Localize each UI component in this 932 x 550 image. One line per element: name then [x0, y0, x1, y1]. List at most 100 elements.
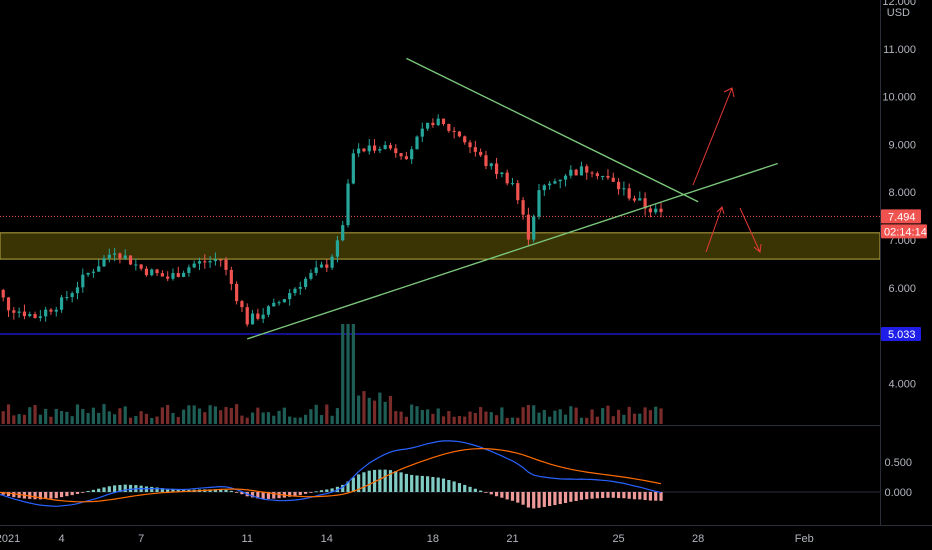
volume-bar — [590, 409, 594, 424]
svg-text:5.033: 5.033 — [888, 329, 916, 341]
candle-body — [293, 288, 297, 294]
volume-bar — [431, 413, 435, 424]
macd-hist-bar — [542, 492, 546, 507]
bounce-up-arrow[interactable] — [705, 206, 725, 253]
macd-hist-bar — [574, 492, 578, 501]
macd-hist-bar — [38, 492, 42, 500]
candle-body — [81, 274, 85, 288]
macd-hist-bar — [6, 492, 11, 497]
macd-hist-bar — [548, 492, 552, 507]
macd-hist-bar — [558, 492, 562, 505]
time-tick-label: Feb — [795, 533, 814, 545]
macd-hist-bar — [12, 492, 16, 498]
demand-zone[interactable] — [0, 232, 881, 260]
candle-body — [500, 172, 504, 175]
volume-bar — [341, 324, 345, 424]
macd-hist-bar — [351, 477, 355, 492]
macd-hist-bar — [632, 492, 637, 500]
candle-body — [298, 286, 302, 289]
lower-trendline[interactable] — [247, 162, 778, 340]
macd-hist-bar — [303, 492, 308, 494]
volume-bar — [309, 409, 313, 424]
volume-bar — [261, 412, 265, 424]
macd-hist-bar — [436, 477, 440, 492]
svg-text:02:14:14: 02:14:14 — [884, 226, 927, 238]
macd-hist-bar — [590, 492, 594, 499]
volume-bar — [176, 417, 180, 424]
candle-body — [654, 208, 658, 213]
macd-hist-bar — [505, 492, 509, 500]
volume-bar — [171, 412, 175, 424]
candle-body — [171, 273, 175, 279]
candle-body — [17, 311, 21, 313]
volume-bar — [627, 406, 631, 424]
candle-body — [616, 181, 621, 190]
macd-hist-bar — [643, 492, 647, 501]
volume-bar — [256, 407, 260, 424]
upper-trendline[interactable] — [406, 57, 699, 203]
macd-hist-bar — [553, 492, 557, 506]
volume-bar — [394, 411, 398, 424]
volume-bar — [49, 416, 53, 424]
macd-hist-bar — [447, 479, 451, 492]
volume-bar — [266, 412, 271, 424]
candle-body — [54, 309, 58, 312]
candle-body — [107, 254, 111, 259]
volume-bar — [494, 415, 499, 424]
candle-body — [457, 131, 462, 137]
candle-body — [638, 198, 642, 201]
volume-bar — [33, 405, 37, 424]
price-tick-label: 9.000 — [888, 139, 916, 151]
volume-bar — [325, 404, 329, 424]
breakout-up-arrow[interactable] — [692, 87, 735, 186]
volume-bar — [128, 417, 133, 424]
candle-body — [447, 124, 451, 131]
macd-hist-bar — [601, 492, 605, 499]
volume-bar — [144, 413, 149, 424]
macd-hist-bar — [118, 484, 122, 492]
volume-bar — [616, 409, 621, 424]
candlesticks — [1, 114, 663, 327]
macd-axis[interactable]: 0.500 0.000 — [884, 457, 912, 499]
macd-hist-bar — [500, 492, 504, 498]
volume-bar — [510, 417, 515, 424]
volume-bar — [293, 417, 297, 424]
candle-body — [256, 313, 260, 319]
volume-bar — [548, 416, 552, 424]
breakdown-arrow[interactable] — [739, 207, 762, 253]
candle-body — [325, 264, 329, 268]
volume-bar — [388, 396, 393, 424]
candle-body — [160, 273, 164, 277]
price-tick-label: 6.000 — [888, 283, 916, 295]
candle-body — [404, 156, 408, 160]
candle-body — [118, 253, 122, 259]
candle-body — [123, 255, 127, 259]
macd-hist-bar — [277, 492, 281, 499]
candle-body — [357, 148, 361, 154]
candle-body — [394, 148, 398, 154]
candle-body — [367, 145, 371, 152]
candle-body — [574, 169, 578, 176]
candle-body — [75, 287, 80, 294]
candle-body — [314, 267, 318, 273]
time-axis[interactable]: 2021 4 7 11 14 18 21 25 28 Feb — [0, 533, 814, 545]
macd-hist-bar — [102, 487, 106, 492]
candle-body — [558, 179, 562, 182]
annotation-arrows[interactable] — [692, 87, 762, 253]
volume-bar — [240, 415, 244, 424]
macd-line — [0, 440, 662, 507]
candle-body — [542, 185, 546, 191]
volume-bar — [622, 414, 626, 424]
macd-hist-bar — [463, 484, 467, 492]
macd-hist-bar — [176, 489, 180, 492]
macd-hist-bar — [1, 492, 5, 495]
macd-hist-bar — [378, 469, 382, 492]
candle-body — [319, 264, 324, 268]
macd-hist-bar — [81, 492, 85, 493]
volume-bar — [346, 324, 350, 424]
macd-hist-bar — [213, 489, 218, 492]
volume-bar — [648, 410, 653, 424]
volume-bar — [250, 412, 255, 424]
